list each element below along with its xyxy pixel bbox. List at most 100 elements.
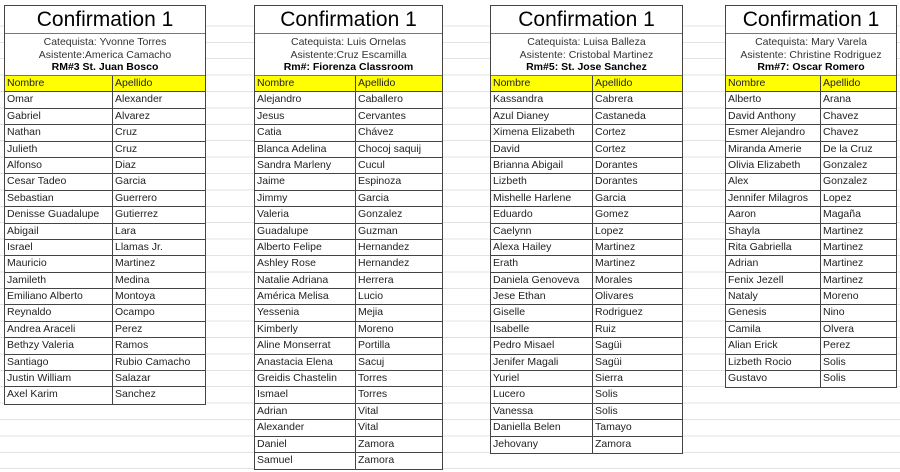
- column-header-nombre[interactable]: Nombre: [491, 76, 593, 92]
- cell-apellido[interactable]: Martinez: [115, 257, 156, 270]
- cell-nombre[interactable]: Catia: [255, 125, 356, 141]
- cell-nombre[interactable]: Blanca Adelina: [255, 141, 356, 157]
- cell-nombre[interactable]: Guadalupe: [255, 223, 356, 239]
- cell-apellido[interactable]: Mejia: [358, 306, 384, 319]
- cell-apellido[interactable]: Alexander: [115, 93, 163, 106]
- cell-apellido[interactable]: Cervantes: [358, 109, 406, 122]
- cell-nombre[interactable]: Andrea Araceli: [5, 321, 113, 338]
- cell-apellido[interactable]: Martinez: [595, 240, 636, 253]
- cell-nombre[interactable]: Alian Erick: [726, 338, 821, 354]
- cell-nombre[interactable]: Alfonso: [5, 157, 113, 174]
- cell-apellido[interactable]: Gutierrez: [115, 208, 159, 221]
- cell-nombre[interactable]: Daniella Belen: [491, 420, 593, 436]
- cell-apellido[interactable]: Torres: [358, 372, 388, 385]
- column-header-apellido[interactable]: Apellido: [823, 77, 861, 89]
- cell-nombre[interactable]: Omar: [5, 92, 113, 108]
- cell-nombre[interactable]: Mauricio: [5, 256, 113, 272]
- cell-apellido[interactable]: Espinoza: [358, 175, 402, 188]
- roster-title[interactable]: Confirmation 1: [491, 6, 682, 34]
- cell-nombre[interactable]: Cesar Tadeo: [5, 174, 113, 190]
- roster-info[interactable]: Catequista: Yvonne Torres Asistente:Amer…: [5, 34, 205, 76]
- cell-nombre[interactable]: Kimberly: [255, 321, 356, 338]
- cell-apellido[interactable]: Sagüi: [595, 355, 622, 368]
- cell-nombre[interactable]: Abigail: [5, 223, 113, 239]
- cell-nombre[interactable]: Alex: [726, 174, 821, 190]
- cell-apellido[interactable]: Sierra: [595, 372, 624, 385]
- cell-apellido[interactable]: Martinez: [823, 224, 864, 237]
- cell-apellido[interactable]: Garcia: [115, 175, 146, 188]
- cell-nombre[interactable]: Julieth: [5, 141, 113, 157]
- column-header-apellido[interactable]: Apellido: [115, 77, 153, 89]
- cell-nombre[interactable]: Gabriel: [5, 108, 113, 125]
- cell-nombre[interactable]: Yuriel: [491, 371, 593, 387]
- cell-apellido[interactable]: Solis: [595, 388, 618, 401]
- cell-apellido[interactable]: Portilla: [358, 339, 391, 352]
- cell-nombre[interactable]: Caelynn: [491, 223, 593, 239]
- cell-apellido[interactable]: Sanchez: [115, 388, 156, 401]
- cell-apellido[interactable]: Rubio Camacho: [115, 355, 191, 368]
- cell-apellido[interactable]: Perez: [823, 339, 851, 352]
- cell-apellido[interactable]: Alvarez: [115, 109, 151, 122]
- cell-nombre[interactable]: Alexa Hailey: [491, 239, 593, 256]
- cell-apellido[interactable]: Martinez: [823, 257, 864, 270]
- column-header-apellido[interactable]: Apellido: [358, 77, 396, 89]
- cell-apellido[interactable]: Guzman: [358, 224, 398, 237]
- cell-nombre[interactable]: Vanessa: [491, 403, 593, 420]
- cell-apellido[interactable]: Caballero: [358, 93, 403, 106]
- cell-apellido[interactable]: Gonzalez: [358, 208, 403, 221]
- cell-nombre[interactable]: Isabelle: [491, 321, 593, 338]
- cell-apellido[interactable]: Lucio: [358, 290, 384, 303]
- roster-title[interactable]: Confirmation 1: [726, 6, 896, 34]
- cell-apellido[interactable]: Garcia: [358, 191, 389, 204]
- roster-info[interactable]: Catequista: Luis Ornelas Asistente:Cruz …: [255, 34, 442, 76]
- cell-apellido[interactable]: Martinez: [823, 240, 864, 253]
- cell-apellido[interactable]: Zamora: [358, 437, 395, 450]
- cell-apellido[interactable]: Solis: [823, 372, 846, 385]
- cell-nombre[interactable]: Israel: [5, 239, 113, 256]
- cell-nombre[interactable]: Alexander: [255, 420, 356, 436]
- cell-nombre[interactable]: Emiliano Alberto: [5, 289, 113, 305]
- cell-apellido[interactable]: Cortez: [595, 142, 626, 155]
- cell-nombre[interactable]: Valeria: [255, 207, 356, 223]
- cell-nombre[interactable]: Daniel: [255, 436, 356, 452]
- cell-nombre[interactable]: Aline Monserrat: [255, 338, 356, 354]
- cell-nombre[interactable]: Santiago: [5, 354, 113, 371]
- cell-apellido[interactable]: Lara: [115, 224, 137, 237]
- cell-apellido[interactable]: Dorantes: [595, 158, 638, 171]
- cell-nombre[interactable]: Alejandro: [255, 92, 356, 108]
- cell-apellido[interactable]: Gonzalez: [823, 175, 868, 188]
- cell-apellido[interactable]: Olivares: [595, 290, 634, 303]
- cell-nombre[interactable]: Natalie Adriana: [255, 272, 356, 289]
- cell-nombre[interactable]: David: [491, 141, 593, 157]
- cell-apellido[interactable]: Lopez: [823, 191, 852, 204]
- cell-apellido[interactable]: Garcia: [595, 191, 626, 204]
- cell-apellido[interactable]: Gomez: [595, 208, 629, 221]
- cell-apellido[interactable]: Hernandez: [358, 240, 410, 253]
- cell-apellido[interactable]: Perez: [115, 322, 143, 335]
- cell-apellido[interactable]: Sacuj: [358, 355, 385, 368]
- cell-nombre[interactable]: Reynaldo: [5, 305, 113, 321]
- cell-apellido[interactable]: Salazar: [115, 372, 151, 385]
- cell-nombre[interactable]: Miranda Amerie: [726, 141, 821, 157]
- cell-nombre[interactable]: Ashley Rose: [255, 256, 356, 272]
- cell-nombre[interactable]: Samuel: [255, 452, 356, 470]
- cell-nombre[interactable]: Anastacia Elena: [255, 354, 356, 371]
- cell-apellido[interactable]: Chavez: [823, 109, 859, 122]
- cell-apellido[interactable]: Cabrera: [595, 93, 633, 106]
- cell-apellido[interactable]: Chávez: [358, 126, 394, 139]
- column-header-nombre[interactable]: Nombre: [726, 76, 821, 92]
- cell-nombre[interactable]: Nathan: [5, 125, 113, 141]
- cell-nombre[interactable]: Jaime: [255, 174, 356, 190]
- cell-apellido[interactable]: Sagüi: [595, 339, 622, 352]
- cell-nombre[interactable]: Sebastian: [5, 190, 113, 207]
- cell-apellido[interactable]: Moreno: [823, 290, 859, 303]
- cell-nombre[interactable]: Camila: [726, 321, 821, 338]
- cell-apellido[interactable]: Herrera: [358, 273, 394, 286]
- cell-nombre[interactable]: Jenifer Magali: [491, 354, 593, 371]
- cell-nombre[interactable]: Mishelle Harlene: [491, 190, 593, 207]
- cell-nombre[interactable]: América Melisa: [255, 289, 356, 305]
- cell-nombre[interactable]: Adrian: [726, 256, 821, 272]
- cell-apellido[interactable]: Cruz: [115, 126, 138, 139]
- cell-nombre[interactable]: Bethzy Valeria: [5, 338, 113, 354]
- cell-apellido[interactable]: Llamas Jr.: [115, 240, 163, 253]
